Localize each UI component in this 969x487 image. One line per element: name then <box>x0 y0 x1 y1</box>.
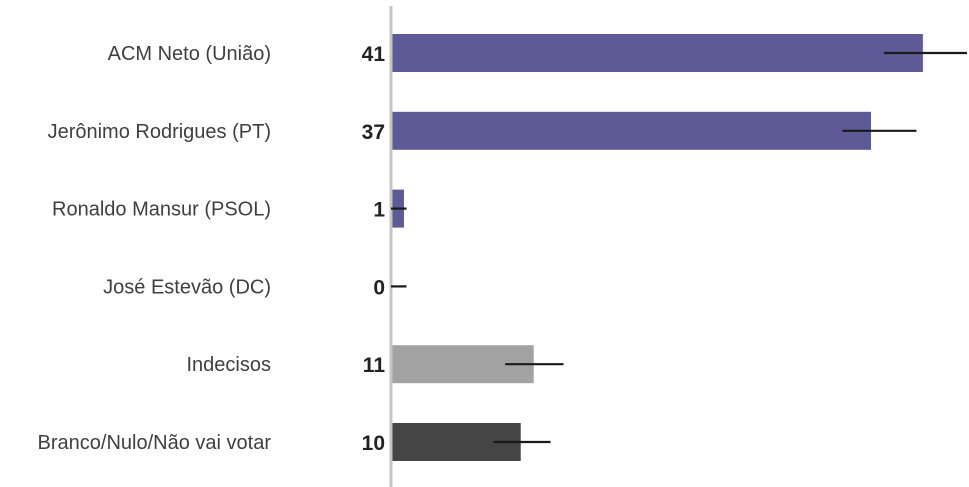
category-label: Jerônimo Rodrigues (PT) <box>48 121 271 143</box>
value-label: 10 <box>362 432 385 455</box>
category-label: José Estevão (DC) <box>103 276 271 298</box>
category-label: Branco/Nulo/Não vai votar <box>38 432 272 454</box>
category-label: Ronaldo Mansur (PSOL) <box>52 199 271 221</box>
bars-layer <box>392 34 923 461</box>
error-bars-layer <box>391 51 967 444</box>
category-label: ACM Neto (União) <box>108 43 271 65</box>
value-label: 0 <box>373 276 385 299</box>
value-label: 11 <box>363 354 386 377</box>
labels-layer: ACM Neto (União) 41 Jerônimo Rodrigues (PT… <box>38 43 386 455</box>
category-label: Indecisos <box>187 354 272 376</box>
value-label: 37 <box>362 121 385 144</box>
value-label: 41 <box>362 43 386 66</box>
bar <box>392 111 871 150</box>
value-label: 1 <box>373 199 385 222</box>
bar <box>392 34 923 72</box>
